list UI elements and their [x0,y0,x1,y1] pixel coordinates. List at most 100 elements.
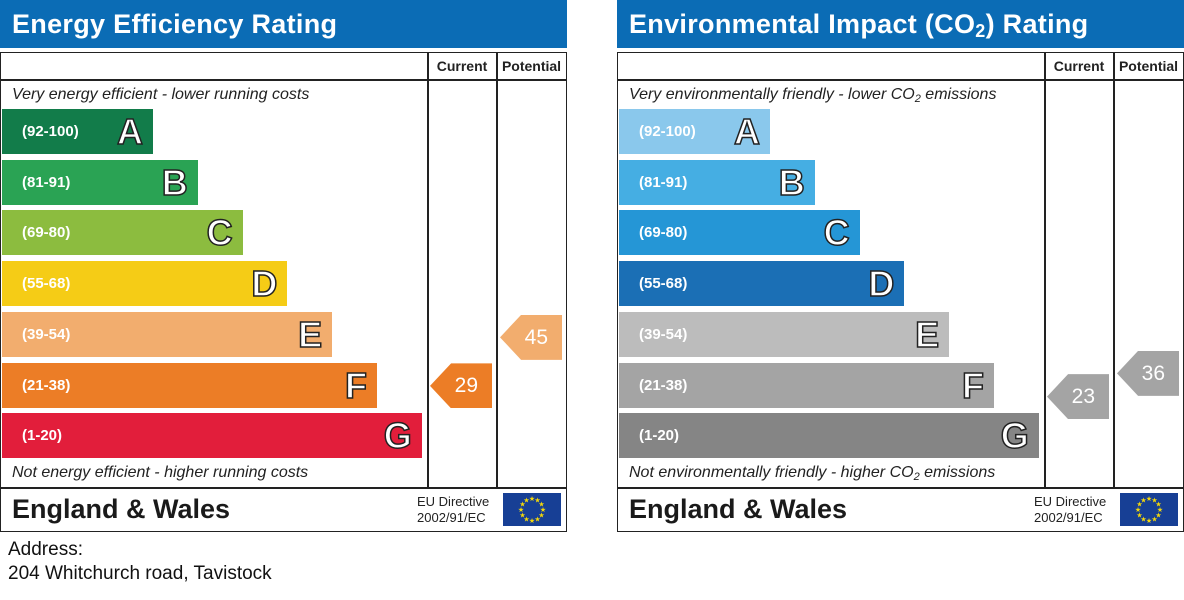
energy-footer-region: England & Wales [12,494,231,524]
band-range-label: (21-38) [639,376,688,394]
band-letter: F [344,364,368,407]
band-letter: F [961,364,985,407]
band-range-label: (69-80) [22,224,71,242]
rating-band-d: (55-68) D [2,261,288,307]
rating-band-a: (92-100) A [2,109,153,154]
eu-star-icon: ★ [529,517,535,525]
energy-current-value: 29 [454,374,478,398]
rating-band-f: (21-38) F [619,362,994,408]
band-letter: D [868,262,896,305]
potential-column-header: Potential [1118,58,1179,74]
eu-star-icon: ★ [1155,501,1161,509]
caption-text: Very environmentally friendly - lower CO [629,86,915,103]
header-row-divider [617,79,1184,81]
current-column-header: Current [436,58,488,74]
eu-star-icon: ★ [1157,506,1163,514]
eu-directive-label: EU Directive [417,494,490,509]
eu-star-icon: ★ [1140,516,1146,524]
rating-band-a: (92-100) A [619,109,770,154]
rating-band-f: (21-38) F [2,362,377,408]
environmental-bottom-caption: Not environmentally friendly - higher CO… [629,464,996,483]
current-column-divider [1044,52,1046,488]
eu-star-icon: ★ [1135,506,1141,514]
eu-directive-label: EU Directive [1034,494,1107,509]
band-range-label: (39-54) [639,325,688,343]
rating-band-b: (81-91) B [2,159,198,205]
caption-text: Not environmentally friendly - higher CO [629,464,914,481]
title-subscript: 2 [975,21,986,41]
environmental-top-caption: Very environmentally friendly - lower CO… [629,86,997,105]
environmental-footer-region: England & Wales [629,494,848,524]
environmental-potential-value: 36 [1141,361,1165,385]
title-text: Environmental Impact (CO [629,9,976,39]
band-letter: D [251,262,279,305]
energy-efficiency-title: Energy Efficiency Rating [0,0,567,48]
environmental-eu-directive: EU Directive 2002/91/EC [1034,494,1106,526]
rating-band-e: (39-54) E [2,311,333,357]
potential-column-divider [496,52,498,488]
energy-efficiency-frame [0,52,567,532]
rating-band-c: (69-80) C [2,210,243,256]
eu-star-icon: ★ [1136,512,1142,520]
rating-band-b: (81-91) B [619,159,815,205]
eu-star-icon: ★ [1155,512,1161,520]
caption-text-end: emissions [920,86,997,103]
band-range-label: (1-20) [639,427,680,445]
eu-directive-code: 2002/91/EC [417,510,486,525]
rating-band-g: (1-20) G [2,413,422,459]
band-letter: A [733,110,761,153]
caption-text-end: emissions [919,464,996,481]
energy-efficiency-panel: Energy Efficiency Rating Current Potenti… [0,0,567,532]
current-column-header: Current [1053,58,1105,74]
eu-star-icon: ★ [540,506,546,514]
caption-subscript: 2 [914,93,921,105]
eu-star-icon: ★ [534,496,540,504]
band-range-label: (55-68) [22,275,71,293]
band-letter: G [383,414,413,457]
band-letter: E [914,313,940,356]
band-letter: C [823,212,851,255]
eu-star-icon: ★ [523,516,529,524]
band-range-label: (81-91) [22,173,71,191]
current-column-divider [427,52,429,488]
eu-star-icon: ★ [538,501,544,509]
rating-band-c: (69-80) C [619,210,860,256]
eu-flag-icon: ★★★★★★★★★ ★ ★★ [1120,493,1178,526]
band-letter: E [297,313,323,356]
address-label: Address: [8,539,83,560]
eu-directive-code: 2002/91/EC [1034,510,1103,525]
band-letter: B [161,161,189,204]
environmental-impact-title: Environmental Impact (CO2) Rating [617,0,1184,48]
eu-star-icon: ★ [1140,496,1146,504]
footer-divider [0,487,567,489]
energy-potential-value: 45 [524,325,548,349]
potential-column-header: Potential [501,58,562,74]
eu-star-icon: ★ [523,496,529,504]
band-range-label: (81-91) [639,173,688,191]
footer-divider [617,487,1184,489]
band-range-label: (92-100) [639,123,696,140]
band-letter: C [206,212,234,255]
band-range-label: (69-80) [639,224,688,242]
eu-star-icon: ★ [1136,501,1142,509]
eu-star-icon: ★ [1146,495,1152,503]
rating-band-d: (55-68) D [619,261,905,307]
band-range-label: (55-68) [639,275,688,293]
eu-star-icon: ★ [529,495,535,503]
eu-star-icon: ★ [519,512,525,520]
band-range-label: (1-20) [22,427,63,445]
band-range-label: (21-38) [22,376,71,394]
caption-subscript: 2 [913,471,920,483]
eu-flag-field [503,493,561,526]
title-text-end: ) Rating [985,9,1089,39]
band-letter: A [116,110,144,153]
band-range-label: (39-54) [22,325,71,343]
eu-star-icon: ★ [518,506,524,514]
environmental-impact-panel: Environmental Impact (CO2) Rating Curren… [617,0,1184,532]
address-value: 204 Whitchurch road, Tavistock [8,563,272,584]
rating-band-g: (1-20) G [619,413,1039,459]
rating-band-e: (39-54) E [619,311,950,357]
eu-star-icon: ★ [519,501,525,509]
environmental-current-value: 23 [1071,385,1095,409]
eu-flag-icon: ★★★★★★★★★ ★ ★★ [503,493,561,526]
